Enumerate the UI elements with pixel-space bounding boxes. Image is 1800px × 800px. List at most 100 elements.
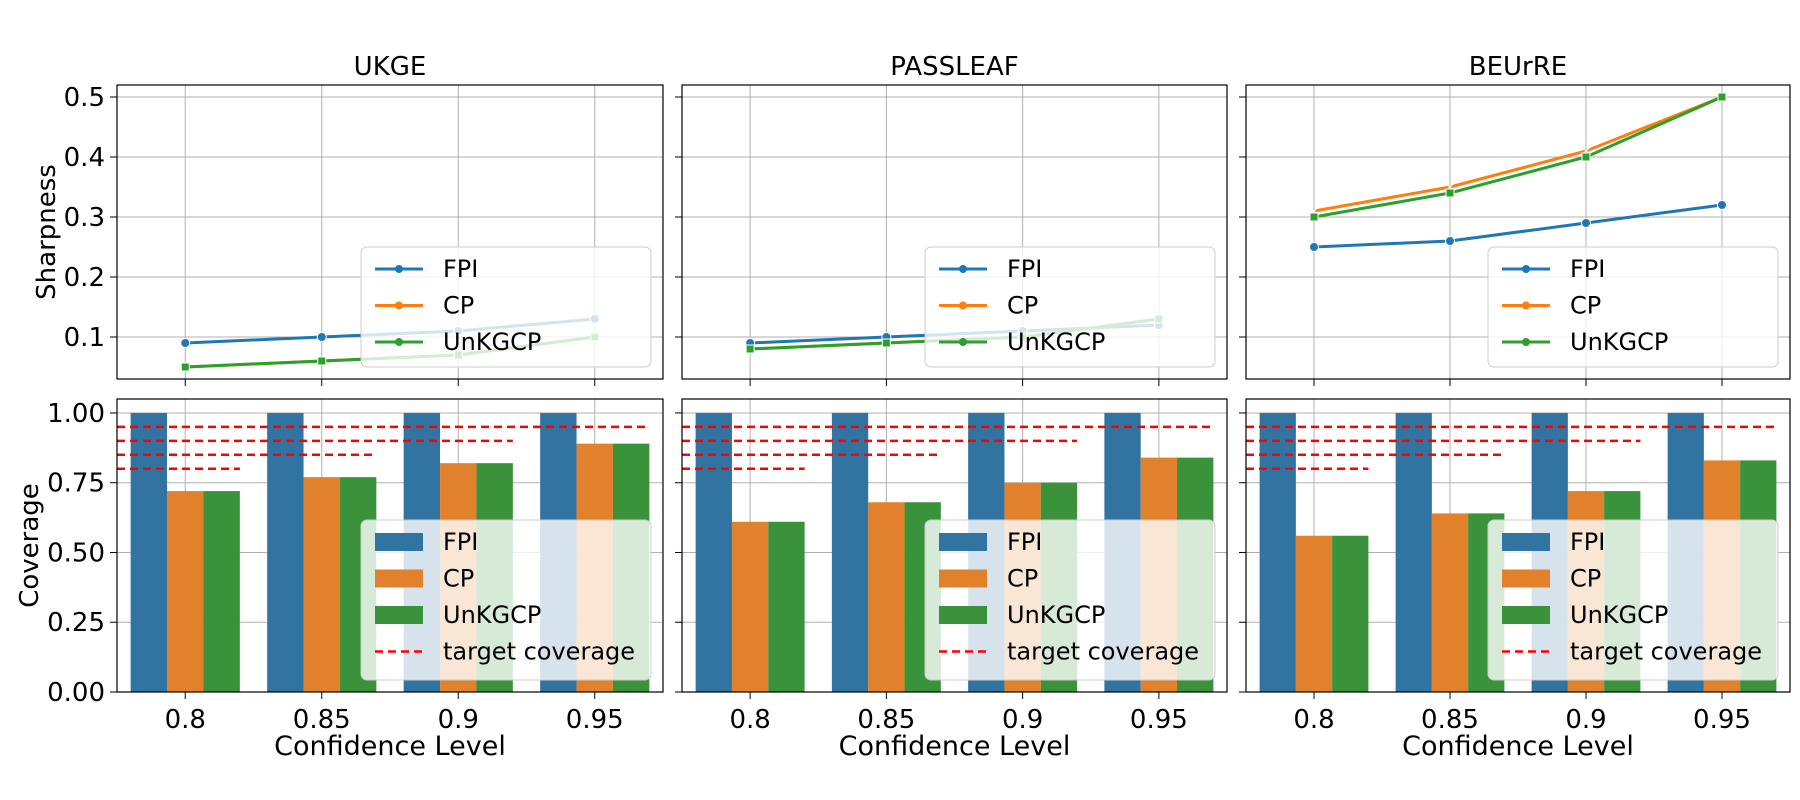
point-fpi <box>316 332 327 342</box>
legend-label: UnKGCP <box>443 328 541 356</box>
series-line-fpi <box>1313 203 1723 249</box>
legend-label: CP <box>443 292 474 320</box>
point-fpi <box>1445 236 1455 246</box>
axes-frame <box>116 84 664 380</box>
legend-swatch-fpi <box>375 533 423 551</box>
legend-label: FPI <box>1570 255 1605 283</box>
legend-label: target coverage <box>443 638 635 666</box>
legend: FPI CP UnKGCP <box>1487 246 1779 368</box>
legend-label: UnKGCP <box>1570 328 1668 356</box>
legend-label: FPI <box>1570 528 1605 556</box>
legend-swatch-cp <box>939 569 987 588</box>
point-unkgcp <box>1717 92 1727 102</box>
legend-swatch-fpi <box>1502 533 1550 551</box>
ytick-label: 0.5 <box>64 83 105 113</box>
point-unkgcp <box>1445 188 1455 198</box>
legend-frame <box>924 519 1216 681</box>
legend-label: UnKGCP <box>1007 601 1105 629</box>
xtick-label: 0.9 <box>1565 705 1606 735</box>
point-unkgcp <box>180 362 190 372</box>
bar-cp <box>1431 513 1469 692</box>
point-unkgcp <box>881 338 891 348</box>
coverage-panel-passleaf: 0.8 0.85 0.9 0.95 FPI CP UnKGCP target coverage <box>675 398 1228 735</box>
ytick-label: 0.00 <box>47 678 105 708</box>
axes-frame <box>1245 84 1791 380</box>
axes-frame <box>681 84 1228 380</box>
axes-frame <box>1245 398 1791 693</box>
xtick-label: 0.8 <box>729 705 770 735</box>
coverage-panel-ukge: 0.00 0.25 0.50 0.75 1.00 0.8 0.85 0.9 0.95 FPI CP U… <box>47 398 664 735</box>
bar-cp <box>868 502 905 692</box>
legend-marker-cp <box>959 301 967 310</box>
legend-frame <box>360 519 652 681</box>
bar-unkgcp <box>1332 535 1369 692</box>
legend-label: FPI <box>1007 255 1042 283</box>
point-unkgcp <box>1581 152 1591 162</box>
bar-cp <box>167 491 204 692</box>
xtick-label: 0.95 <box>566 705 624 735</box>
ytick-label: 0.75 <box>47 469 105 499</box>
legend-swatch-fpi <box>939 533 987 551</box>
legend-label: CP <box>1570 292 1601 320</box>
x-axis-label: Confidence Level <box>274 731 506 762</box>
legend-swatch-cp <box>1502 569 1550 588</box>
bar-fpi <box>1395 412 1432 692</box>
ytick-label: 0.25 <box>47 608 105 638</box>
legend-swatch-unkgcp <box>375 606 423 624</box>
coverage-panel-beurre: 0.8 0.85 0.9 0.95 FPI CP UnKGCP target coverage <box>1239 398 1791 735</box>
point-unkgcp <box>1309 212 1319 222</box>
bar-unkgcp <box>768 521 805 692</box>
point-fpi <box>1717 200 1727 210</box>
x-axis-label: Confidence Level <box>839 731 1071 762</box>
legend-marker-cp <box>1522 301 1530 310</box>
bar-cp <box>731 521 769 692</box>
bar-unkgcp <box>203 491 240 692</box>
legend-label: UnKGCP <box>1007 328 1105 356</box>
legend-swatch-cp <box>375 569 423 588</box>
legend-frame <box>1487 246 1779 368</box>
legend: FPI CP UnKGCP target coverage <box>1487 519 1779 681</box>
series-line-unkgcp <box>1313 95 1723 219</box>
panel-title-passleaf: PASSLEAF <box>890 52 1018 82</box>
legend-label: FPI <box>443 528 478 556</box>
xtick-label: 0.8 <box>165 705 206 735</box>
sharpness-panel-ukge: 0.1 0.2 0.3 0.4 0.5 FPI CP UnKGCP <box>64 83 664 386</box>
legend-swatch-unkgcp <box>1502 606 1550 624</box>
legend-marker-cp <box>395 301 403 310</box>
legend-label: CP <box>1007 292 1038 320</box>
ytick-label: 0.50 <box>47 538 105 568</box>
bar-cp <box>1295 535 1333 692</box>
legend-label: target coverage <box>1007 638 1199 666</box>
ytick-label: 1.00 <box>47 399 105 429</box>
legend-frame <box>1487 519 1779 681</box>
bar-cp <box>303 477 340 692</box>
series-line-cp <box>1313 95 1723 213</box>
sharpness-y-label: Sharpness <box>32 164 62 300</box>
point-fpi <box>1309 242 1319 252</box>
panel-title-beurre: BEUrRE <box>1469 52 1567 82</box>
xtick-label: 0.9 <box>438 705 479 735</box>
ytick-label: 0.3 <box>64 203 105 233</box>
legend-frame <box>360 246 652 368</box>
legend: FPI CP UnKGCP target coverage <box>360 519 652 681</box>
xtick-label: 0.9 <box>1002 705 1043 735</box>
xtick-label: 0.95 <box>1130 705 1188 735</box>
axes-frame <box>681 398 1228 693</box>
legend-frame <box>924 246 1216 368</box>
point-unkgcp <box>745 344 755 354</box>
xtick-label: 0.95 <box>1693 705 1751 735</box>
bar-fpi <box>695 412 732 692</box>
point-fpi <box>180 338 191 348</box>
bar-fpi <box>831 412 869 692</box>
xtick-label: 0.85 <box>857 705 915 735</box>
legend-label: target coverage <box>1570 638 1762 666</box>
bar-fpi <box>130 412 168 692</box>
ytick-label: 0.1 <box>64 323 105 353</box>
legend-label: CP <box>1007 565 1038 593</box>
coverage-y-label: Coverage <box>15 483 45 608</box>
sharpness-panel-beurre: FPI CP UnKGCP <box>1239 84 1791 386</box>
legend-label: UnKGCP <box>1570 601 1668 629</box>
legend: FPI CP UnKGCP <box>360 246 652 368</box>
xtick-label: 0.8 <box>1293 705 1334 735</box>
